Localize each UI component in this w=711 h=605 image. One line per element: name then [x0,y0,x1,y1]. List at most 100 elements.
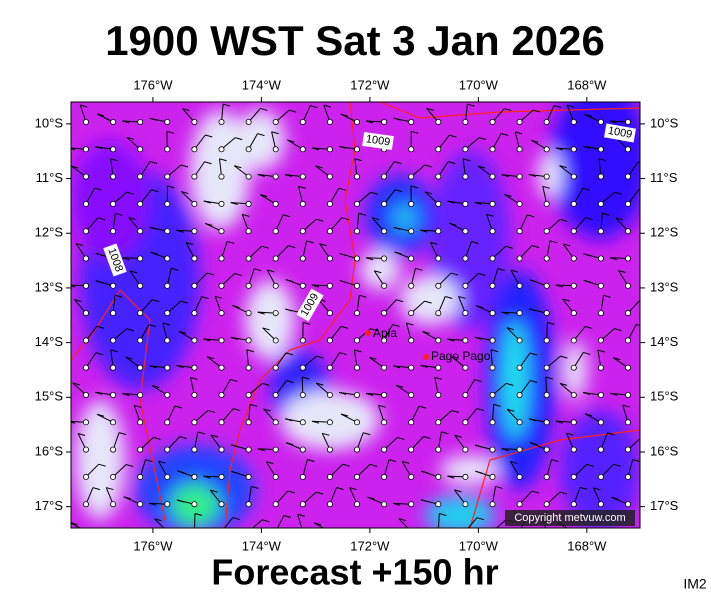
barb-station [409,447,414,452]
barb-station [138,174,143,179]
barb-station [409,420,414,425]
barb-station [327,311,332,316]
barb-station [463,392,468,397]
barb-station [192,201,197,206]
barb-station [138,229,143,234]
x-tick-label: 176°W [133,77,173,92]
barb-station [192,174,197,179]
barb-station [273,365,278,370]
barb-station [165,229,170,234]
barb-station [327,392,332,397]
barb-station [598,529,603,534]
barb-station [246,338,251,343]
barb-station [382,174,387,179]
barb-station [111,420,116,425]
barb-station [463,229,468,234]
barb-station [111,174,116,179]
barb-station [83,283,88,288]
y-tick-label: 13°S [650,279,679,294]
barb-station [138,447,143,452]
barb-station [192,256,197,261]
barb-station [598,447,603,452]
barb-station [111,392,116,397]
barb-station [598,392,603,397]
barb-station [463,283,468,288]
barb-station [111,474,116,479]
x-tick-label: 168°W [567,77,607,92]
barb-station [436,474,441,479]
barb-station [111,201,116,206]
y-tick-label: 10°S [35,115,64,130]
barb-station [571,474,576,479]
barb-station [382,502,387,507]
barb-station [571,447,576,452]
barb-station [625,502,630,507]
barb-station [273,147,278,152]
barb-station [246,420,251,425]
barb-station [598,201,603,206]
barb-station [544,201,549,206]
barb-station [246,311,251,316]
barb-station [165,529,170,534]
barb-station [625,447,630,452]
barb-station [354,119,359,124]
barb-station [544,420,549,425]
barb-station [517,502,522,507]
barb-station [463,474,468,479]
barb-station [490,447,495,452]
barb-station [219,529,224,534]
barb-station [219,311,224,316]
x-tick-label: 176°W [133,538,173,553]
barb-station [409,529,414,534]
barb-station [83,311,88,316]
barb-station [354,338,359,343]
y-tick-label: 11°S [36,170,64,185]
barb-station [111,502,116,507]
barb-station [598,365,603,370]
barb-station [598,311,603,316]
barb-station [625,119,630,124]
barb-station [246,147,251,152]
barb-station [625,174,630,179]
barb-station [300,201,305,206]
barb-station [517,256,522,261]
barb-station [138,529,143,534]
barb-station [409,392,414,397]
barb-station [517,474,522,479]
barb-station [327,229,332,234]
barb-station [83,256,88,261]
y-tick-label: 13°S [35,279,64,294]
barb-station [517,447,522,452]
x-tick-label: 168°W [567,538,607,553]
barb-station [517,311,522,316]
barb-station [300,147,305,152]
barb-station [165,447,170,452]
barb-station [111,283,116,288]
barb-station [273,256,278,261]
barb-station [300,283,305,288]
place-dot [365,330,371,336]
barb-station [571,311,576,316]
y-tick-label: 12°S [650,225,679,240]
barb-station [625,392,630,397]
barb-station [165,311,170,316]
barb-station [544,174,549,179]
barb-station [83,447,88,452]
barb-station [246,529,251,534]
barb-station [83,529,88,534]
barb-station [625,365,630,370]
barb-station [219,119,224,124]
y-tick-label: 12°S [35,225,64,240]
barb-station [598,147,603,152]
barb-station [409,174,414,179]
barb-station [490,311,495,316]
barb-station [490,201,495,206]
barb-station [490,338,495,343]
barb-station [544,147,549,152]
barb-station [463,529,468,534]
barb-station [625,147,630,152]
barb-station [625,283,630,288]
barb-station [300,502,305,507]
barb-station [490,529,495,534]
barb-station [246,474,251,479]
